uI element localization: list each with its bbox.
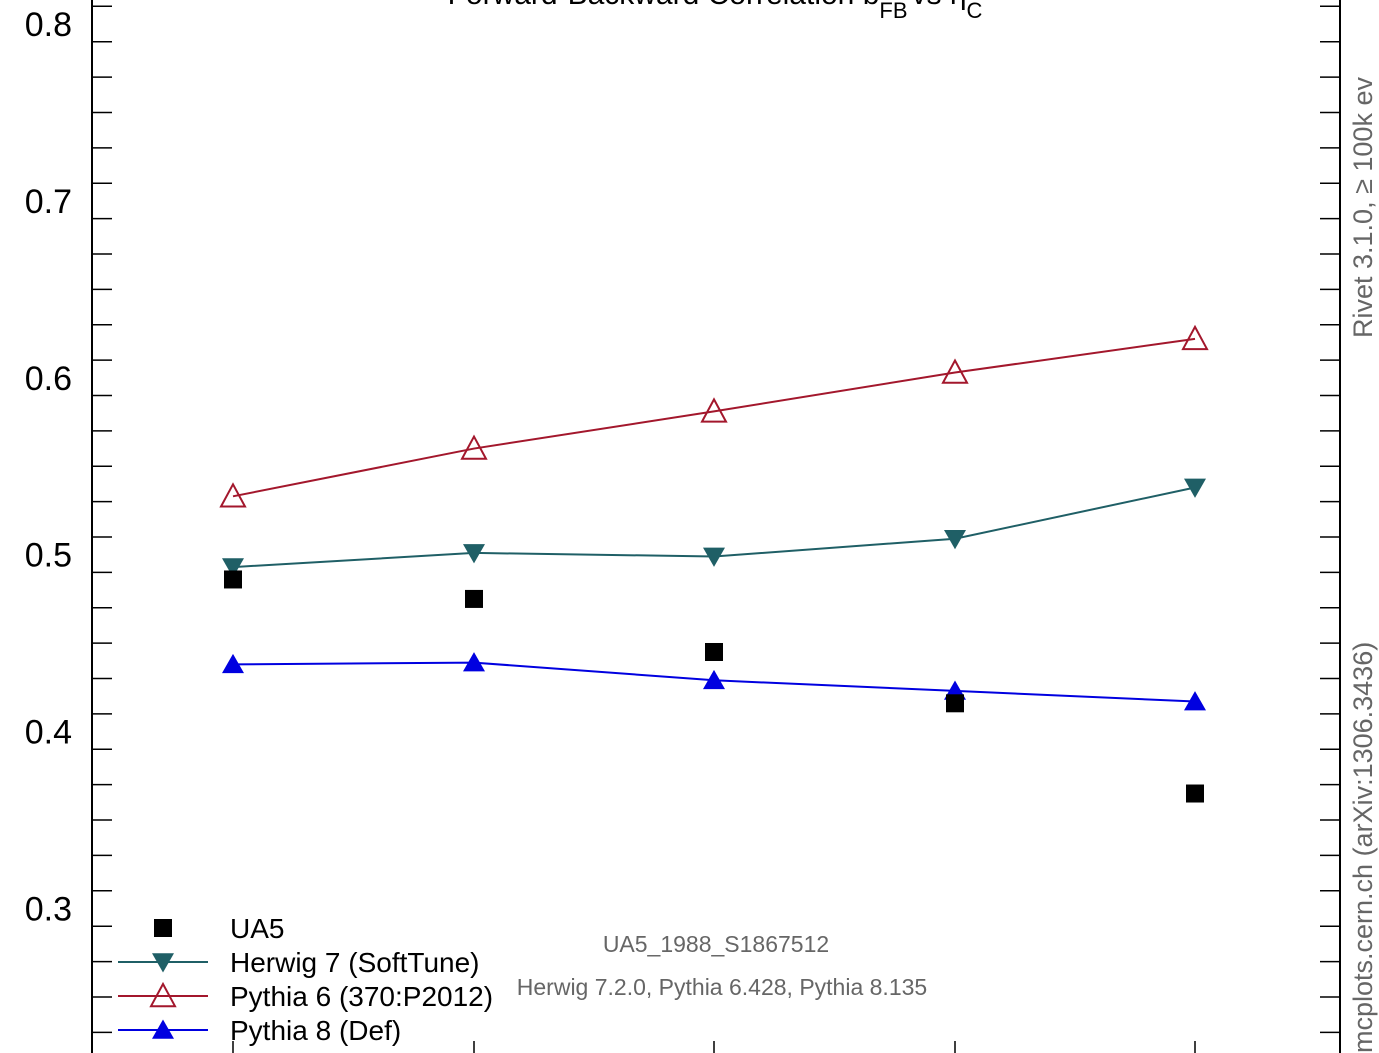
y-tick-label: 0.3 <box>25 891 72 929</box>
data-point-marker <box>460 434 488 460</box>
series-line <box>232 337 1196 498</box>
legend-item: Pythia 6 (370:P2012) <box>118 981 493 1012</box>
data-point-marker <box>149 981 177 1008</box>
y-tick-label: 0.5 <box>25 537 72 575</box>
y-tick-label: 0.4 <box>25 714 72 752</box>
data-point-marker <box>463 544 485 564</box>
legend-label: Herwig 7 (SoftTune) <box>230 947 480 978</box>
series-ua5 <box>224 570 1204 803</box>
data-point-marker <box>700 397 728 423</box>
plot-frame <box>91 0 1341 1053</box>
data-point-marker <box>703 669 725 690</box>
data-point-marker <box>224 570 242 589</box>
data-point-marker <box>219 482 247 508</box>
series-layer <box>219 324 1209 803</box>
chart-title: Forward-Backward Correlation bFBvs ηC <box>448 0 983 23</box>
data-point-marker <box>1184 691 1206 711</box>
data-point-marker <box>705 642 723 661</box>
data-point-marker <box>1186 784 1204 803</box>
rivet-label: Rivet 3.1.0, ≥ 100k ev <box>1348 77 1378 338</box>
legend-item: Herwig 7 (SoftTune) <box>118 947 480 978</box>
legend-item: UA5 <box>154 913 284 944</box>
data-point-marker <box>1181 324 1209 351</box>
legend-label: Pythia 6 (370:P2012) <box>230 981 493 1012</box>
data-point-marker <box>703 547 725 567</box>
data-point-marker <box>944 529 966 550</box>
data-point-marker <box>1184 478 1206 498</box>
generators-label: Herwig 7.2.0, Pythia 6.428, Pythia 8.135 <box>517 974 927 1000</box>
data-point-marker <box>946 694 964 713</box>
legend-item: Pythia 8 (Def) <box>118 1015 401 1046</box>
y-tick-label: 0.8 <box>25 6 72 44</box>
y-tick-labels: 0.3 0.4 0.5 0.6 0.7 0.8 <box>25 6 72 929</box>
series-pythia-6-370-p2012- <box>219 324 1209 508</box>
data-point-marker <box>152 1019 174 1039</box>
data-point-marker <box>465 589 483 608</box>
legend-label: UA5 <box>230 913 284 944</box>
data-point-marker <box>154 919 172 937</box>
legend-label: Pythia 8 (Def) <box>230 1015 401 1046</box>
data-point-marker <box>941 358 969 384</box>
series-herwig-7-softtune- <box>222 478 1206 578</box>
data-point-marker <box>222 653 244 674</box>
y-tick-label: 0.6 <box>25 360 72 398</box>
axis-ticks <box>92 5 1340 1053</box>
analysis-label: UA5_1988_S1867512 <box>603 931 829 957</box>
data-point-marker <box>222 558 244 578</box>
mcplots-label: mcplots.cern.ch (arXiv:1306.3436) <box>1348 642 1378 1053</box>
data-point-marker <box>152 953 174 973</box>
data-point-marker <box>463 652 485 672</box>
y-tick-label: 0.7 <box>25 183 72 221</box>
